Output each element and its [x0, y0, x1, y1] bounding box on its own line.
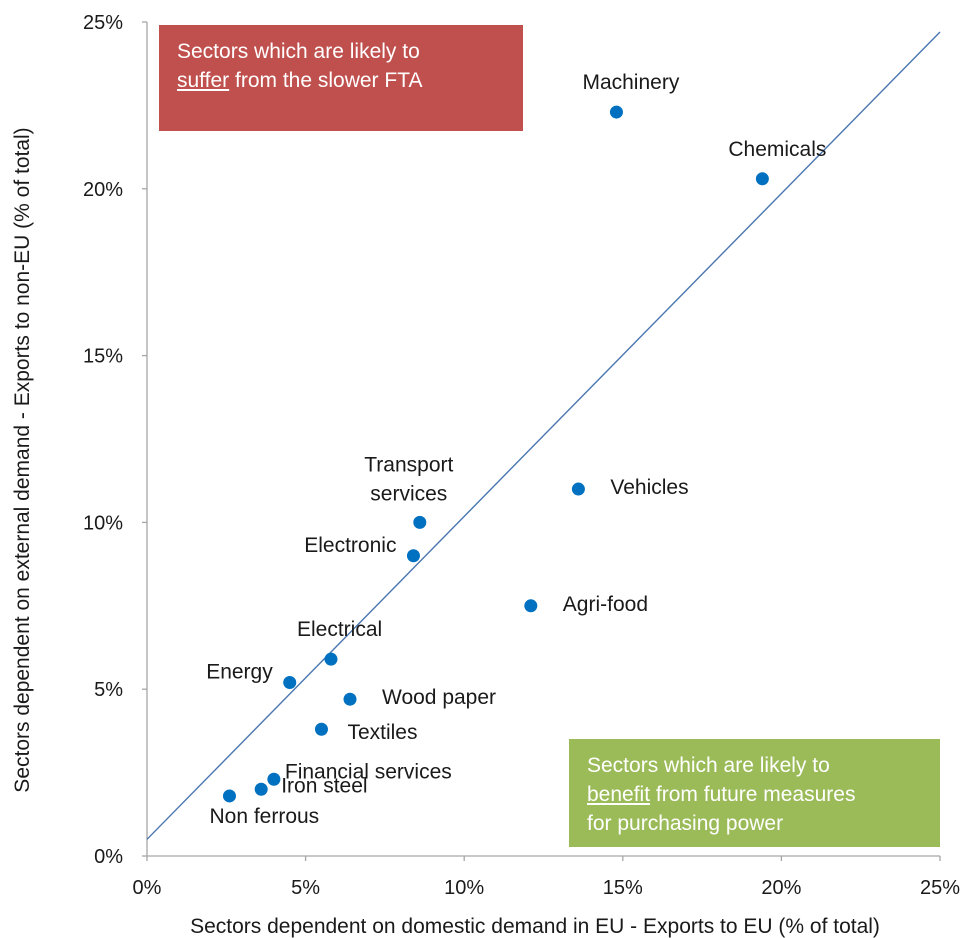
suffer-keyword: suffer [177, 69, 230, 92]
x-tick-label: 10% [444, 877, 484, 899]
x-axis-ticks: 0% 5% 10% 15% 20% 25% [133, 856, 960, 899]
data-points: Machinery Chemicals Vehicles Transport servi… [206, 71, 826, 828]
point-label: services [370, 482, 447, 505]
point-label: Electrical [297, 618, 382, 641]
x-tick-label: 20% [761, 877, 801, 899]
point-label: Non ferrous [209, 805, 319, 828]
x-tick-label: 0% [133, 877, 162, 899]
y-tick-label: 0% [94, 846, 123, 868]
point-label: Energy [206, 661, 273, 684]
data-point [524, 599, 538, 613]
suffer-line-2: suffer from the slower FTA [177, 66, 505, 95]
y-tick-label: 15% [83, 346, 123, 368]
suffer-annotation-box: Sectors which are likely to suffer from … [159, 25, 523, 131]
x-axis-title: Sectors dependent on domestic demand in … [190, 915, 880, 938]
benefit-line-3: for purchasing power [587, 812, 784, 835]
point-label: Vehicles [610, 476, 688, 499]
point-label: Iron steel [281, 774, 367, 797]
benefit-line-1: Sectors which are likely to [587, 754, 830, 777]
diagonal-reference-line [146, 31, 941, 840]
data-point [324, 652, 338, 666]
data-point [609, 105, 623, 119]
y-tick-label: 5% [94, 679, 123, 701]
point-label: Wood paper [382, 686, 496, 709]
y-tick-label: 20% [83, 179, 123, 201]
point-label: Chemicals [728, 138, 826, 161]
data-point [343, 692, 357, 706]
point-label: Agri-food [563, 593, 648, 616]
benefit-line-2: benefit from future measures [587, 780, 922, 809]
data-point [283, 676, 297, 690]
x-tick-label: 15% [603, 877, 643, 899]
benefit-line-2-rest: from future measures [650, 783, 856, 806]
data-point [413, 515, 427, 529]
data-point [406, 549, 420, 563]
data-point [267, 772, 281, 786]
data-point [755, 172, 769, 186]
data-point [314, 722, 328, 736]
benefit-annotation-box: Sectors which are likely to benefit from… [569, 739, 940, 847]
point-label: Machinery [582, 71, 679, 94]
point-label: Electronic [304, 534, 396, 557]
x-tick-label: 5% [291, 877, 320, 899]
axes [146, 22, 940, 857]
data-point [222, 789, 236, 803]
benefit-keyword: benefit [587, 783, 651, 806]
suffer-line-1: Sectors which are likely to [177, 40, 420, 63]
point-label: Textiles [347, 721, 417, 744]
y-tick-label: 10% [83, 512, 123, 534]
point-label: Transport [364, 453, 453, 476]
y-tick-label: 25% [83, 12, 123, 34]
point-label: Financial services [285, 760, 452, 783]
data-point [571, 482, 585, 496]
suffer-line-2-rest: from the slower FTA [229, 69, 423, 92]
y-axis-ticks: 0% 5% 10% 15% 20% 25% [83, 12, 147, 868]
y-axis-title: Sectors dependent on external demand - E… [11, 127, 34, 792]
data-point [254, 782, 268, 796]
x-tick-label: 25% [920, 877, 960, 899]
